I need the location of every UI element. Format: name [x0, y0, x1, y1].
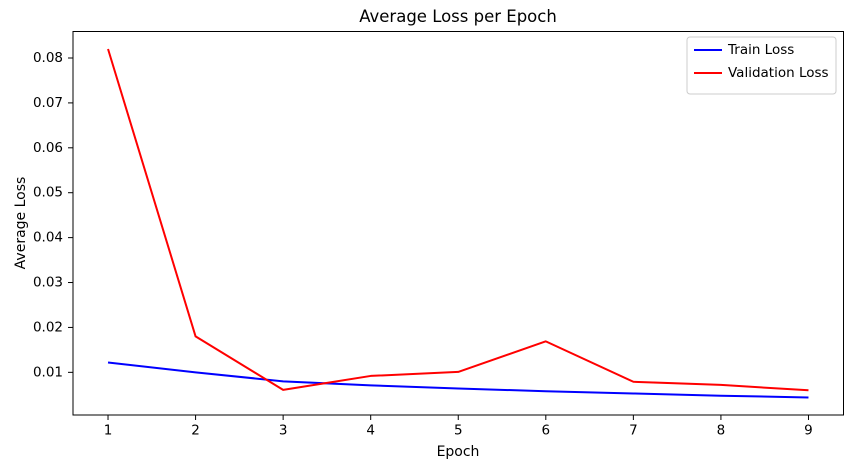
series-line-train-loss: [107, 361, 809, 399]
x-tick-label: 9: [804, 423, 813, 439]
chart-title: Average Loss per Epoch: [359, 7, 557, 26]
series-line-validation-loss: [107, 48, 809, 392]
x-tick-label: 8: [717, 423, 726, 439]
y-tick-label: 0.05: [33, 185, 63, 201]
y-axis-label: Average Loss: [13, 177, 29, 270]
y-tick-label: 0.02: [33, 319, 63, 335]
y-tick-label: 0.07: [33, 95, 63, 111]
x-tick-label: 4: [366, 423, 375, 439]
y-tick-label: 0.03: [33, 275, 63, 291]
x-tick-label: 2: [191, 423, 200, 439]
legend-label: Validation Loss: [728, 65, 829, 81]
axis-ticks: 1 2 3 4 5 6 7 8 9 0.01 0.02 0.03 0.04 0.05 0.06 0.07 0.0…: [33, 50, 813, 439]
y-tick-label: 0.08: [33, 50, 63, 66]
x-tick-label: 6: [542, 423, 551, 439]
x-tick-label: 1: [104, 423, 113, 439]
legend-box: [686, 36, 837, 95]
y-tick-label: 0.01: [33, 364, 63, 380]
series-lines: [107, 48, 809, 399]
y-tick-label: 0.04: [33, 230, 63, 246]
legend-label: Train Loss: [727, 42, 794, 58]
x-tick-label: 5: [454, 423, 463, 439]
y-tick-label: 0.06: [33, 140, 63, 156]
legend: Train Loss Validation Loss: [686, 36, 837, 95]
x-tick-label: 7: [629, 423, 638, 439]
x-axis-label: Epoch: [437, 444, 480, 460]
x-tick-label: 3: [279, 423, 288, 439]
